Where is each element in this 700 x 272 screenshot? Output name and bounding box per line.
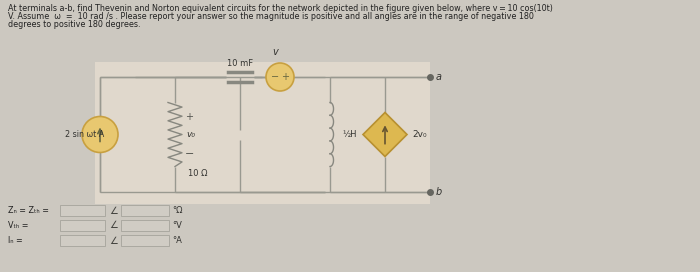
Text: +: + bbox=[185, 112, 193, 122]
Text: At terminals a-b, find Thevenin and Norton equivalent circuits for the network d: At terminals a-b, find Thevenin and Nort… bbox=[8, 4, 553, 13]
FancyBboxPatch shape bbox=[121, 220, 169, 231]
Text: 2 sin ωt A: 2 sin ωt A bbox=[65, 130, 104, 139]
FancyBboxPatch shape bbox=[60, 220, 105, 231]
Text: V. Assume  ω  =  10 rad /s . Please report your answer so the magnitude is posit: V. Assume ω = 10 rad /s . Please report … bbox=[8, 12, 534, 21]
Text: −: − bbox=[185, 150, 195, 159]
Text: Iₙ =: Iₙ = bbox=[8, 236, 22, 245]
Text: v₀: v₀ bbox=[186, 130, 195, 139]
FancyBboxPatch shape bbox=[95, 62, 430, 204]
FancyBboxPatch shape bbox=[121, 235, 169, 246]
Text: 10 mF: 10 mF bbox=[227, 59, 253, 68]
Text: v: v bbox=[272, 47, 278, 57]
FancyBboxPatch shape bbox=[60, 235, 105, 246]
Text: 2v₀: 2v₀ bbox=[412, 130, 426, 139]
Text: ∠: ∠ bbox=[109, 206, 118, 215]
FancyBboxPatch shape bbox=[60, 205, 105, 216]
Text: ½H: ½H bbox=[342, 130, 356, 139]
Circle shape bbox=[82, 116, 118, 153]
Text: −: − bbox=[271, 72, 279, 82]
Text: ∠: ∠ bbox=[109, 221, 118, 230]
Polygon shape bbox=[363, 113, 407, 156]
Circle shape bbox=[266, 63, 294, 91]
Text: +: + bbox=[281, 72, 289, 82]
Text: °V: °V bbox=[172, 221, 182, 230]
Text: b: b bbox=[436, 187, 442, 197]
FancyBboxPatch shape bbox=[121, 205, 169, 216]
Text: Zₙ = Zₜₕ =: Zₙ = Zₜₕ = bbox=[8, 206, 49, 215]
Text: ∠: ∠ bbox=[109, 236, 118, 246]
Text: °A: °A bbox=[172, 236, 182, 245]
Text: degrees to positive 180 degrees.: degrees to positive 180 degrees. bbox=[8, 20, 141, 29]
Text: a: a bbox=[436, 72, 442, 82]
Text: Vₜₕ =: Vₜₕ = bbox=[8, 221, 29, 230]
Text: 10 Ω: 10 Ω bbox=[188, 169, 207, 178]
Text: °Ω: °Ω bbox=[172, 206, 183, 215]
